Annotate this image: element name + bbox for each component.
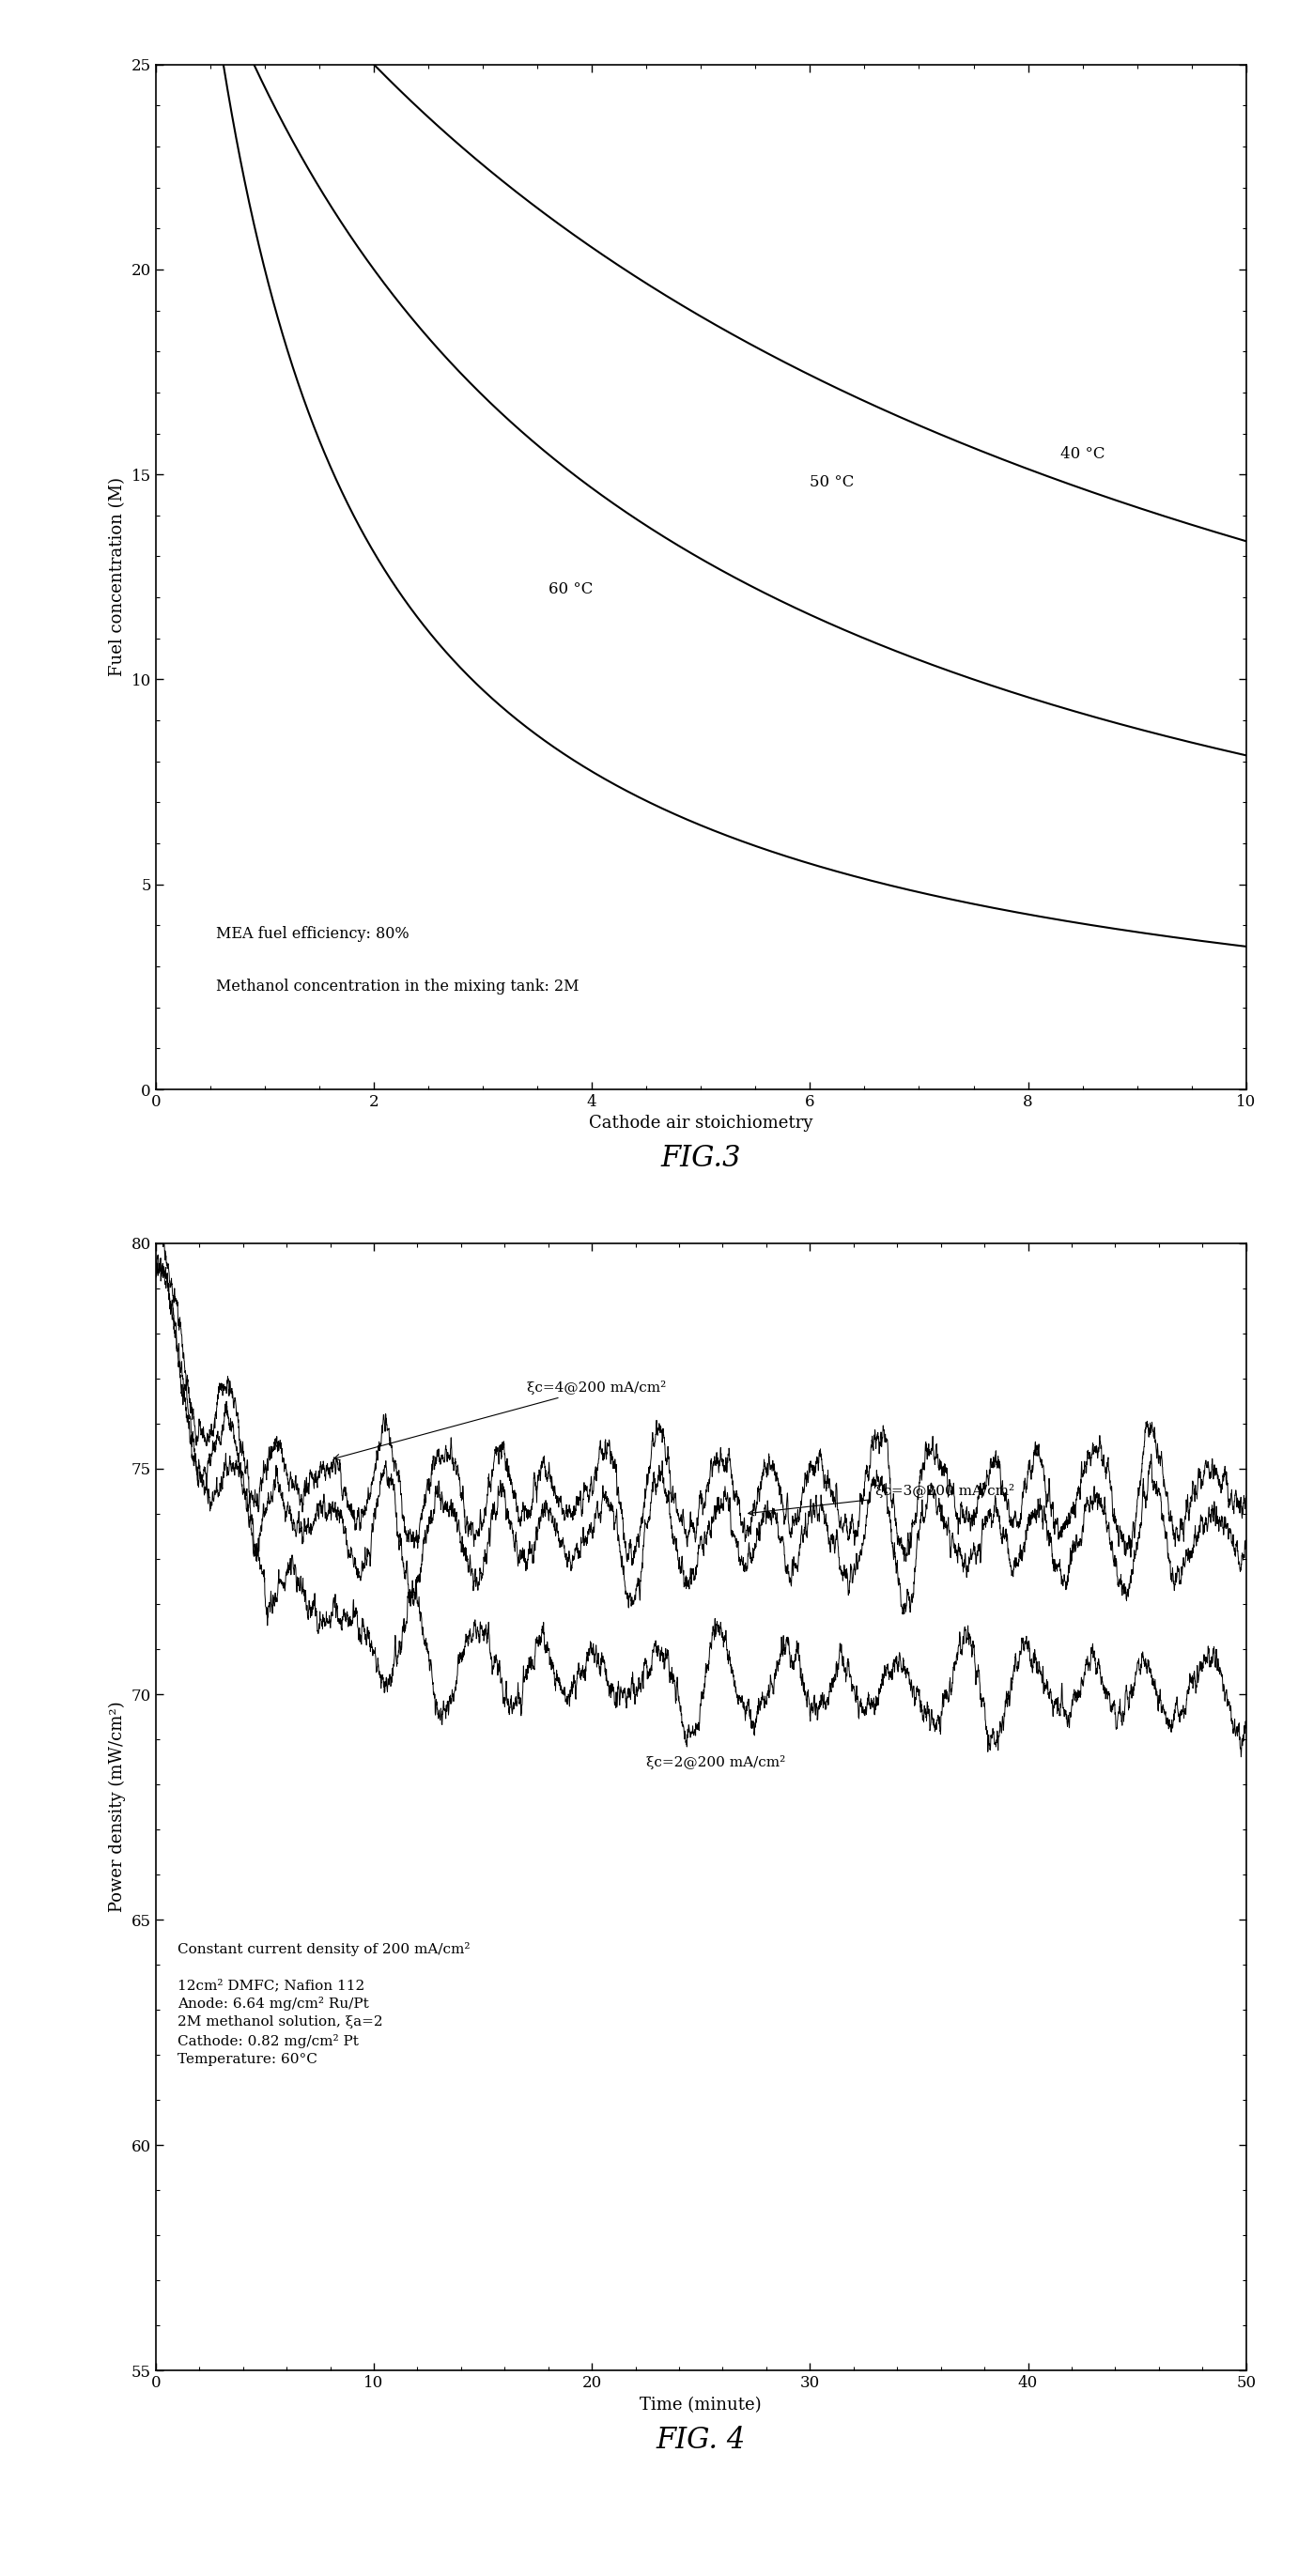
Text: ξc=2@200 mA/cm²: ξc=2@200 mA/cm² [646,1754,785,1770]
Text: FIG. 4: FIG. 4 [657,2427,745,2455]
Text: Constant current density of 200 mA/cm²

12cm² DMFC; Nafion 112
Anode: 6.64 mg/cm: Constant current density of 200 mA/cm² 1… [178,1942,470,2066]
Y-axis label: Fuel concentration (M): Fuel concentration (M) [109,477,126,677]
X-axis label: Cathode air stoichiometry: Cathode air stoichiometry [589,1115,813,1131]
Text: ξc=3@200 mA/cm²: ξc=3@200 mA/cm² [748,1484,1015,1515]
Y-axis label: Power density (mW/cm²): Power density (mW/cm²) [109,1703,126,1911]
Text: ξc=4@200 mA/cm²: ξc=4@200 mA/cm² [334,1381,666,1461]
X-axis label: Time (minute): Time (minute) [640,2396,762,2414]
Text: Methanol concentration in the mixing tank: 2M: Methanol concentration in the mixing tan… [215,979,579,994]
Text: 40 °C: 40 °C [1060,446,1106,461]
Text: MEA fuel efficiency: 80%: MEA fuel efficiency: 80% [215,925,409,943]
Text: 60 °C: 60 °C [548,582,593,598]
Text: FIG.3: FIG.3 [661,1144,741,1172]
Text: 50 °C: 50 °C [810,474,854,489]
